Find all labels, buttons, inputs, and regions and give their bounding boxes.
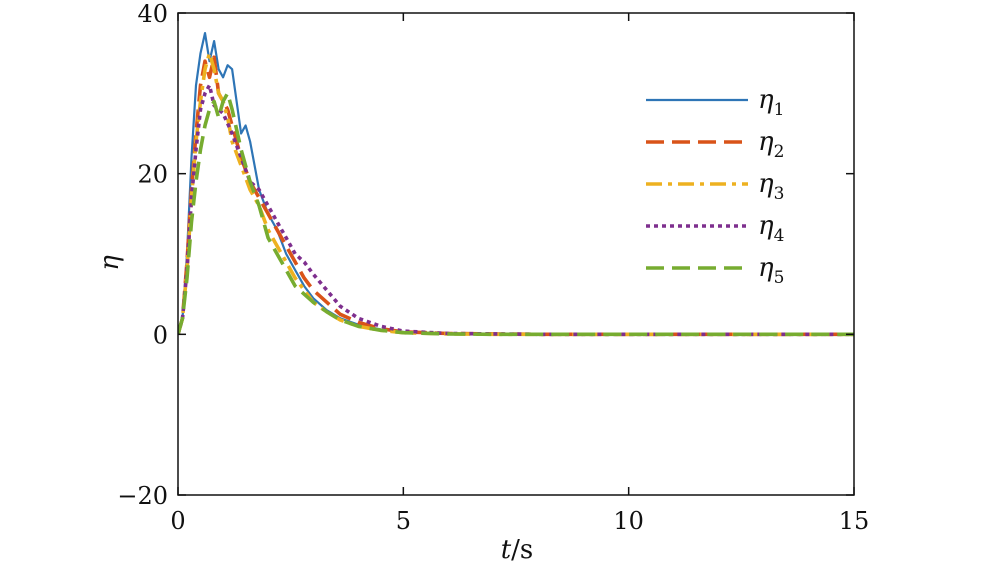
x-tick-label: 0: [170, 507, 185, 535]
x-tick-label: 15: [839, 507, 870, 535]
series-layer: [178, 31, 854, 337]
legend-label-eta-1: η1: [758, 85, 784, 120]
series-line-eta-5: [178, 91, 854, 337]
legend: η1 η2 η3 η4 η5: [646, 85, 784, 288]
x-tick-label: 10: [613, 507, 644, 535]
series-line-eta-4: [178, 83, 854, 337]
series-line-eta-3: [178, 51, 854, 337]
y-tick-label: −20: [117, 482, 168, 510]
y-tick-label: 20: [137, 161, 168, 189]
legend-label-eta-5: η5: [758, 253, 784, 288]
y-tick-label: 0: [153, 321, 168, 349]
y-tick-label: 40: [137, 0, 168, 28]
legend-label-eta-4: η4: [758, 211, 784, 246]
x-axis-label: t/s: [501, 535, 534, 565]
y-axis-label: η: [95, 255, 125, 271]
legend-label-eta-3: η3: [758, 169, 784, 204]
series-line-eta-1: [178, 31, 854, 336]
x-tick-label: 5: [396, 507, 411, 535]
series-line-eta-2: [178, 55, 854, 337]
legend-label-eta-2: η2: [758, 127, 784, 162]
plot-frame: [177, 12, 855, 496]
